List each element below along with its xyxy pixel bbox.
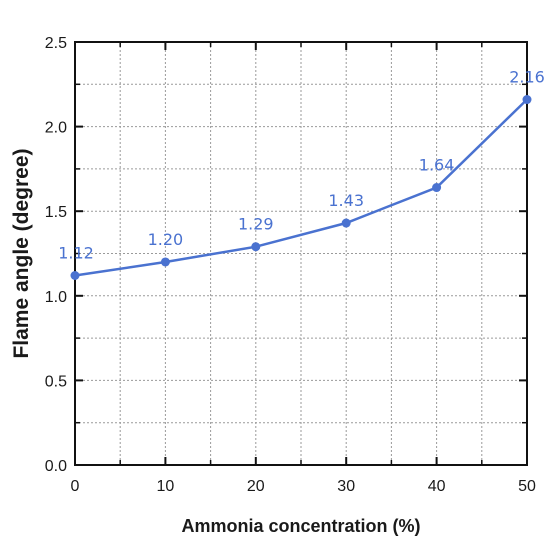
x-tick-label: 20 — [247, 478, 265, 495]
tick-labels: 0 10 20 30 40 50 0.0 0.5 1.0 1.5 2.0 2.5 — [45, 35, 536, 495]
y-tick-label: 2.5 — [45, 35, 67, 52]
data-point — [70, 270, 80, 280]
y-tick-label: 0.0 — [45, 458, 67, 475]
data-label: 1.29 — [238, 215, 274, 234]
data-label: 1.64 — [419, 156, 455, 175]
x-axis-title: Ammonia concentration (%) — [181, 516, 420, 536]
data-label: 1.12 — [58, 243, 94, 262]
data-point — [522, 95, 532, 105]
y-tick-label: 2.0 — [45, 120, 67, 137]
x-tick-label: 30 — [337, 478, 355, 495]
grid — [75, 42, 527, 465]
axis-ticks — [74, 41, 528, 466]
y-tick-label: 0.5 — [45, 373, 67, 390]
x-tick-label: 0 — [71, 478, 80, 495]
x-tick-label: 40 — [428, 478, 446, 495]
data-point — [251, 242, 261, 252]
data-label: 2.16 — [509, 68, 545, 87]
data-label: 1.20 — [148, 230, 184, 249]
y-tick-label: 1.0 — [45, 289, 67, 306]
x-tick-label: 50 — [518, 478, 536, 495]
x-tick-label: 10 — [157, 478, 175, 495]
series-line — [74, 98, 528, 277]
data-point — [432, 183, 442, 193]
y-axis-title: Flame angle (degree) — [10, 148, 33, 358]
series: 1.12 1.20 1.29 1.43 1.64 2.16 — [58, 68, 545, 280]
data-point — [160, 257, 170, 267]
data-point — [341, 218, 351, 228]
data-label: 1.43 — [328, 191, 364, 210]
y-tick-label: 1.5 — [45, 204, 67, 221]
